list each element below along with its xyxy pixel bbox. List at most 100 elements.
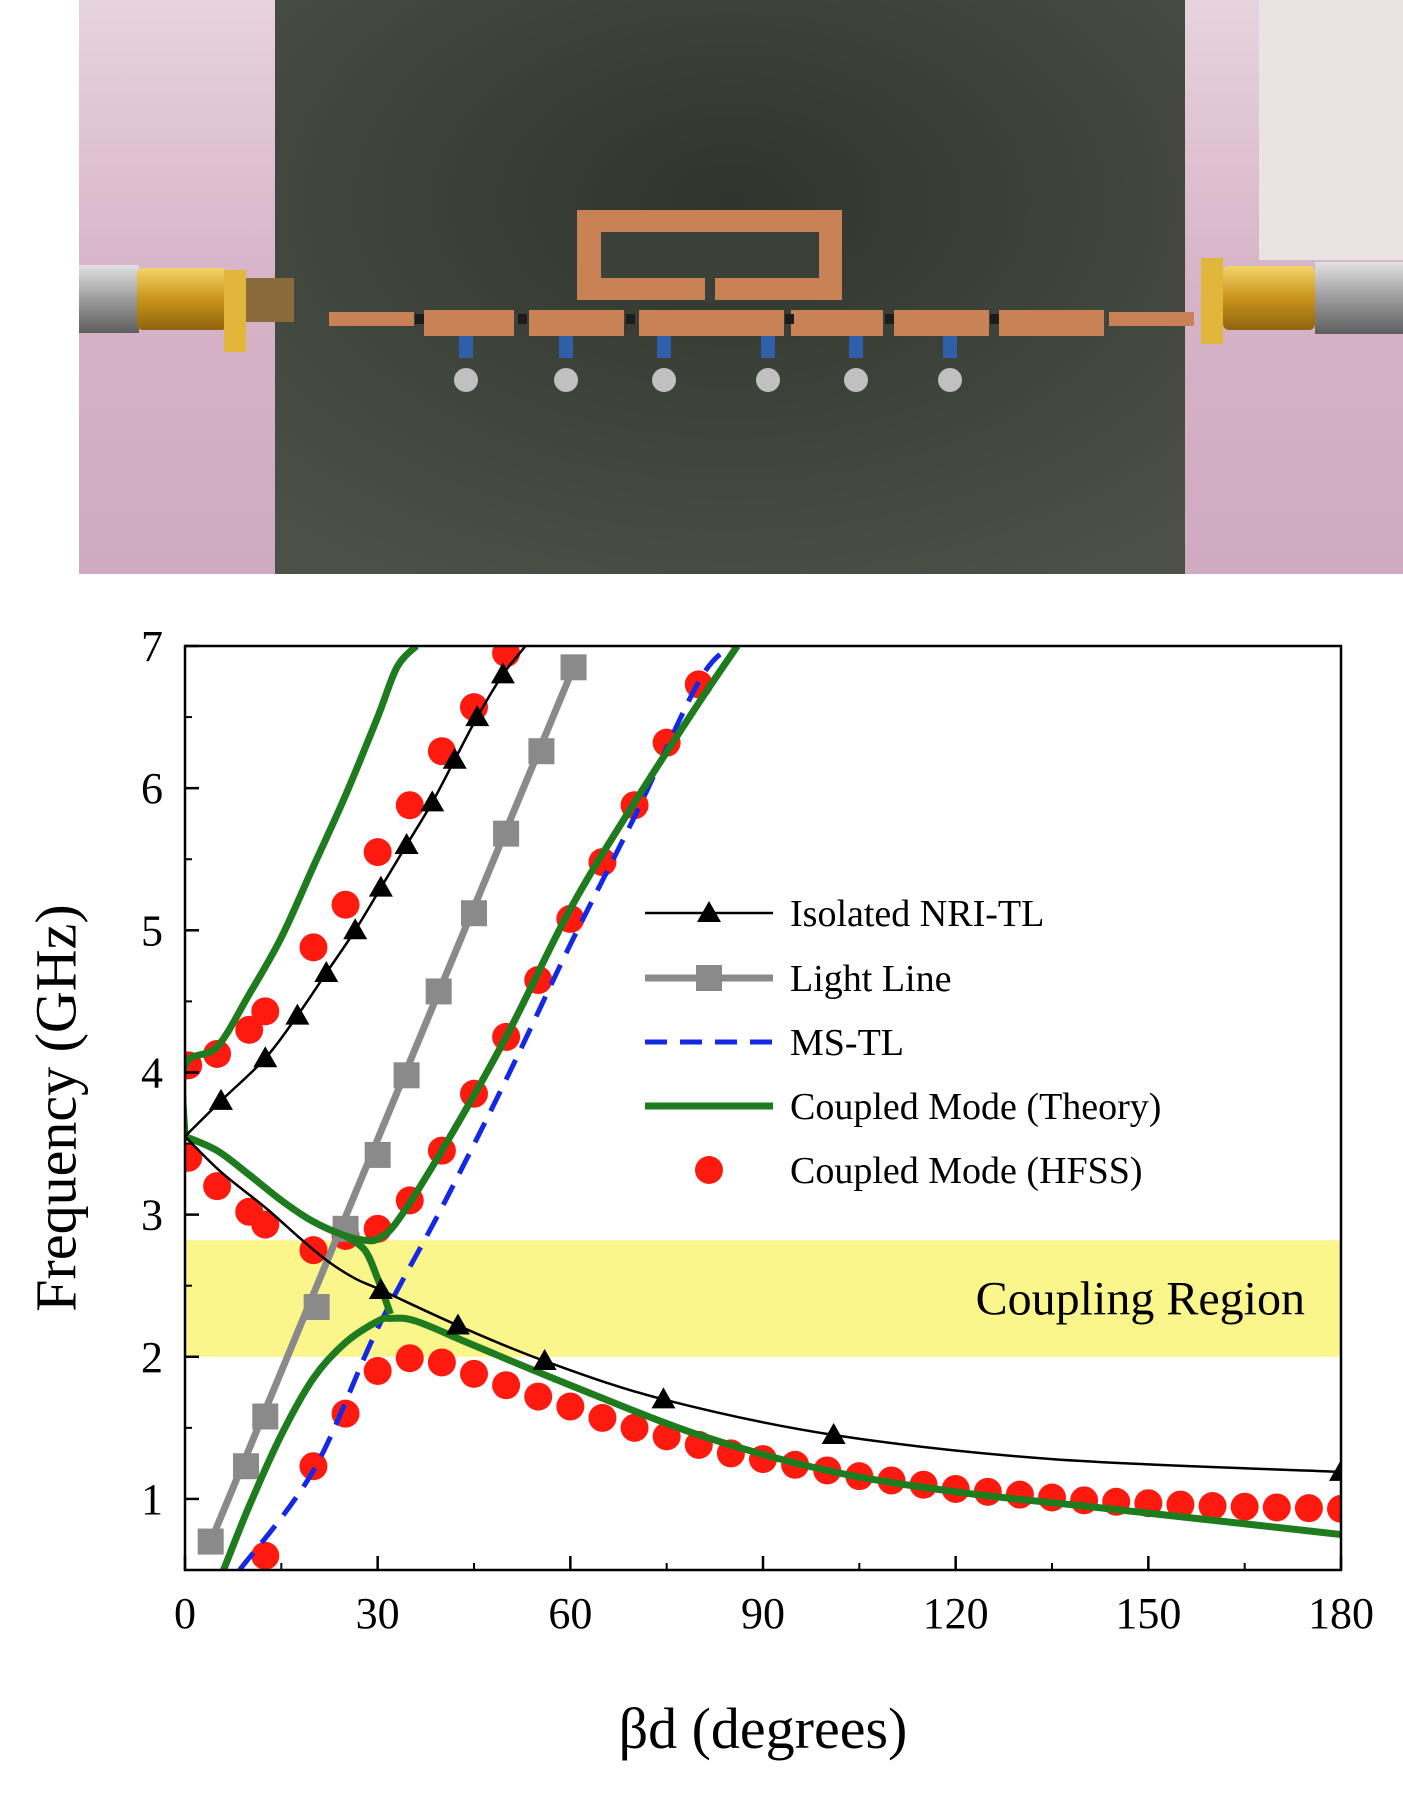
marker-light-line-10 (528, 738, 555, 765)
marker-isolated-nri-tl-16 (1329, 1459, 1341, 1481)
marker-isolated-nri-tl-4 (343, 918, 368, 940)
point-coupled-mode-hfss-34 (460, 1359, 488, 1388)
point-coupled-mode-hfss-60 (1294, 1494, 1323, 1523)
point-coupled-mode-hfss-39 (620, 1413, 649, 1442)
marker-light-line-0 (197, 1528, 224, 1555)
marker-isolated-nri-tl-1 (253, 1046, 278, 1068)
y-tick-label: 6 (141, 764, 163, 813)
marker-light-line-9 (493, 820, 520, 847)
legend-marker-isolated-nri-tl (697, 901, 721, 922)
point-coupled-mode-hfss-58 (1230, 1492, 1259, 1521)
marker-isolated-nri-tl-11 (368, 1277, 393, 1299)
marker-isolated-nri-tl-3 (314, 960, 339, 982)
marker-isolated-nri-tl-7 (420, 790, 445, 812)
point-coupled-mode-hfss-38 (588, 1403, 617, 1432)
point-coupled-mode-hfss-31 (363, 1356, 392, 1385)
marker-isolated-nri-tl-10 (490, 662, 515, 684)
legend-label-coupled-mode-hfss: Coupled Mode (HFSS) (790, 1150, 1143, 1192)
axis-ticks: 0 30 60 90 120 150 180 1 2 3 4 5 6 7 (141, 622, 1374, 1638)
marker-isolated-nri-tl-14 (651, 1387, 676, 1409)
marker-isolated-nri-tl-6 (394, 833, 419, 855)
point-coupled-mode-hfss-4 (299, 933, 328, 962)
x-axis-title: βd (degrees) (619, 1696, 908, 1761)
marker-light-line-8 (461, 900, 487, 927)
point-coupled-mode-hfss-57 (1198, 1492, 1227, 1521)
x-tick-label: 60 (548, 1589, 592, 1638)
point-coupled-mode-hfss-59 (1262, 1493, 1291, 1522)
point-coupled-mode-hfss-37 (556, 1392, 585, 1421)
y-tick-label: 2 (141, 1333, 163, 1382)
x-tick-label: 180 (1308, 1589, 1374, 1638)
y-tick-label: 7 (141, 622, 163, 671)
x-tick-label: 150 (1115, 1589, 1181, 1638)
legend-label-ms-tl: MS-TL (790, 1022, 904, 1064)
point-coupled-mode-hfss-33 (427, 1348, 456, 1377)
point-coupled-mode-hfss-32 (395, 1344, 424, 1373)
marker-isolated-nri-tl-0 (208, 1088, 233, 1110)
marker-light-line-6 (393, 1062, 420, 1089)
dispersion-chart: Coupling Region 0 30 60 90 120 150 180 1 2 3 4 5 6 7 … (0, 574, 1403, 1795)
marker-isolated-nri-tl-13 (532, 1349, 557, 1371)
legend-marker-coupled-mode-hfss (695, 1156, 723, 1184)
microstrip-line (329, 310, 1194, 336)
table-surface (1259, 0, 1403, 260)
y-tick-label: 1 (141, 1475, 163, 1524)
coupling-region-label: Coupling Region (976, 1272, 1305, 1325)
point-coupled-mode-hfss-2 (235, 1015, 264, 1044)
point-coupled-mode-hfss-3 (251, 997, 280, 1026)
point-coupled-mode-hfss-61 (1327, 1494, 1341, 1523)
x-tick-label: 90 (741, 1589, 785, 1638)
point-coupled-mode-hfss-14 (251, 1210, 280, 1239)
left-sma-connector (79, 265, 294, 352)
y-tick-label: 3 (141, 1191, 163, 1240)
legend: Isolated NRI-TL Light Line MS-TL Coupled Mo… (645, 893, 1161, 1192)
y-tick-label: 5 (141, 906, 163, 955)
point-coupled-mode-hfss-28 (251, 1541, 280, 1570)
point-coupled-mode-hfss-1 (203, 1039, 232, 1068)
point-coupled-mode-hfss-35 (492, 1371, 521, 1400)
x-tick-label: 0 (174, 1589, 196, 1638)
series-capacitors (415, 314, 999, 324)
point-coupled-mode-hfss-29 (299, 1452, 328, 1481)
y-tick-label: 4 (141, 1048, 163, 1097)
point-coupled-mode-hfss-51 (1005, 1480, 1034, 1509)
marker-light-line-2 (252, 1403, 279, 1430)
point-coupled-mode-hfss-56 (1166, 1490, 1195, 1519)
point-coupled-mode-hfss-36 (524, 1382, 553, 1411)
point-coupled-mode-hfss-10 (492, 646, 521, 668)
split-ring-resonator (577, 210, 842, 302)
marker-isolated-nri-tl-2 (285, 1003, 310, 1025)
marker-light-line-3 (303, 1294, 330, 1321)
point-coupled-mode-hfss-5 (331, 890, 360, 919)
marker-light-line-11 (560, 654, 587, 681)
marker-isolated-nri-tl-15 (821, 1422, 846, 1444)
legend-label-light-line: Light Line (790, 958, 951, 1000)
series-line-coupled-mode-theory-1 (185, 646, 741, 1245)
plot-area (185, 646, 1341, 1570)
legend-marker-light-line (696, 965, 722, 991)
point-coupled-mode-hfss-12 (203, 1172, 232, 1201)
shunt-inductors (454, 336, 962, 392)
marker-light-line-7 (425, 978, 452, 1005)
chart-svg: Coupling Region 0 30 60 90 120 150 1801234567 … (23, 622, 1374, 1761)
point-coupled-mode-hfss-7 (395, 791, 424, 820)
marker-isolated-nri-tl-9 (465, 705, 490, 727)
x-tick-label: 120 (923, 1589, 989, 1638)
circuit-photo-drawing (79, 0, 1403, 574)
right-sma-connector (1201, 258, 1403, 344)
marker-isolated-nri-tl-5 (368, 875, 393, 897)
series-line-coupled-mode-theory-3 (220, 1314, 1341, 1570)
point-coupled-mode-hfss-52 (1038, 1483, 1066, 1512)
series-line-coupled-mode-theory-0 (185, 646, 419, 1137)
legend-label-coupled-mode-theory: Coupled Mode (Theory) (790, 1086, 1161, 1128)
point-coupled-mode-hfss-6 (363, 838, 392, 867)
series-line-isolated-nri-tl-1 (185, 1135, 1341, 1474)
marker-isolated-nri-tl-12 (445, 1313, 470, 1335)
marker-light-line-1 (233, 1453, 260, 1480)
x-tick-label: 30 (356, 1589, 400, 1638)
marker-isolated-nri-tl-8 (442, 747, 467, 769)
legend-label-isolated-nri-tl: Isolated NRI-TL (790, 893, 1044, 935)
y-axis-title: Frequency (GHz) (23, 904, 88, 1311)
circuit-photo (79, 0, 1403, 574)
marker-light-line-5 (364, 1141, 391, 1168)
